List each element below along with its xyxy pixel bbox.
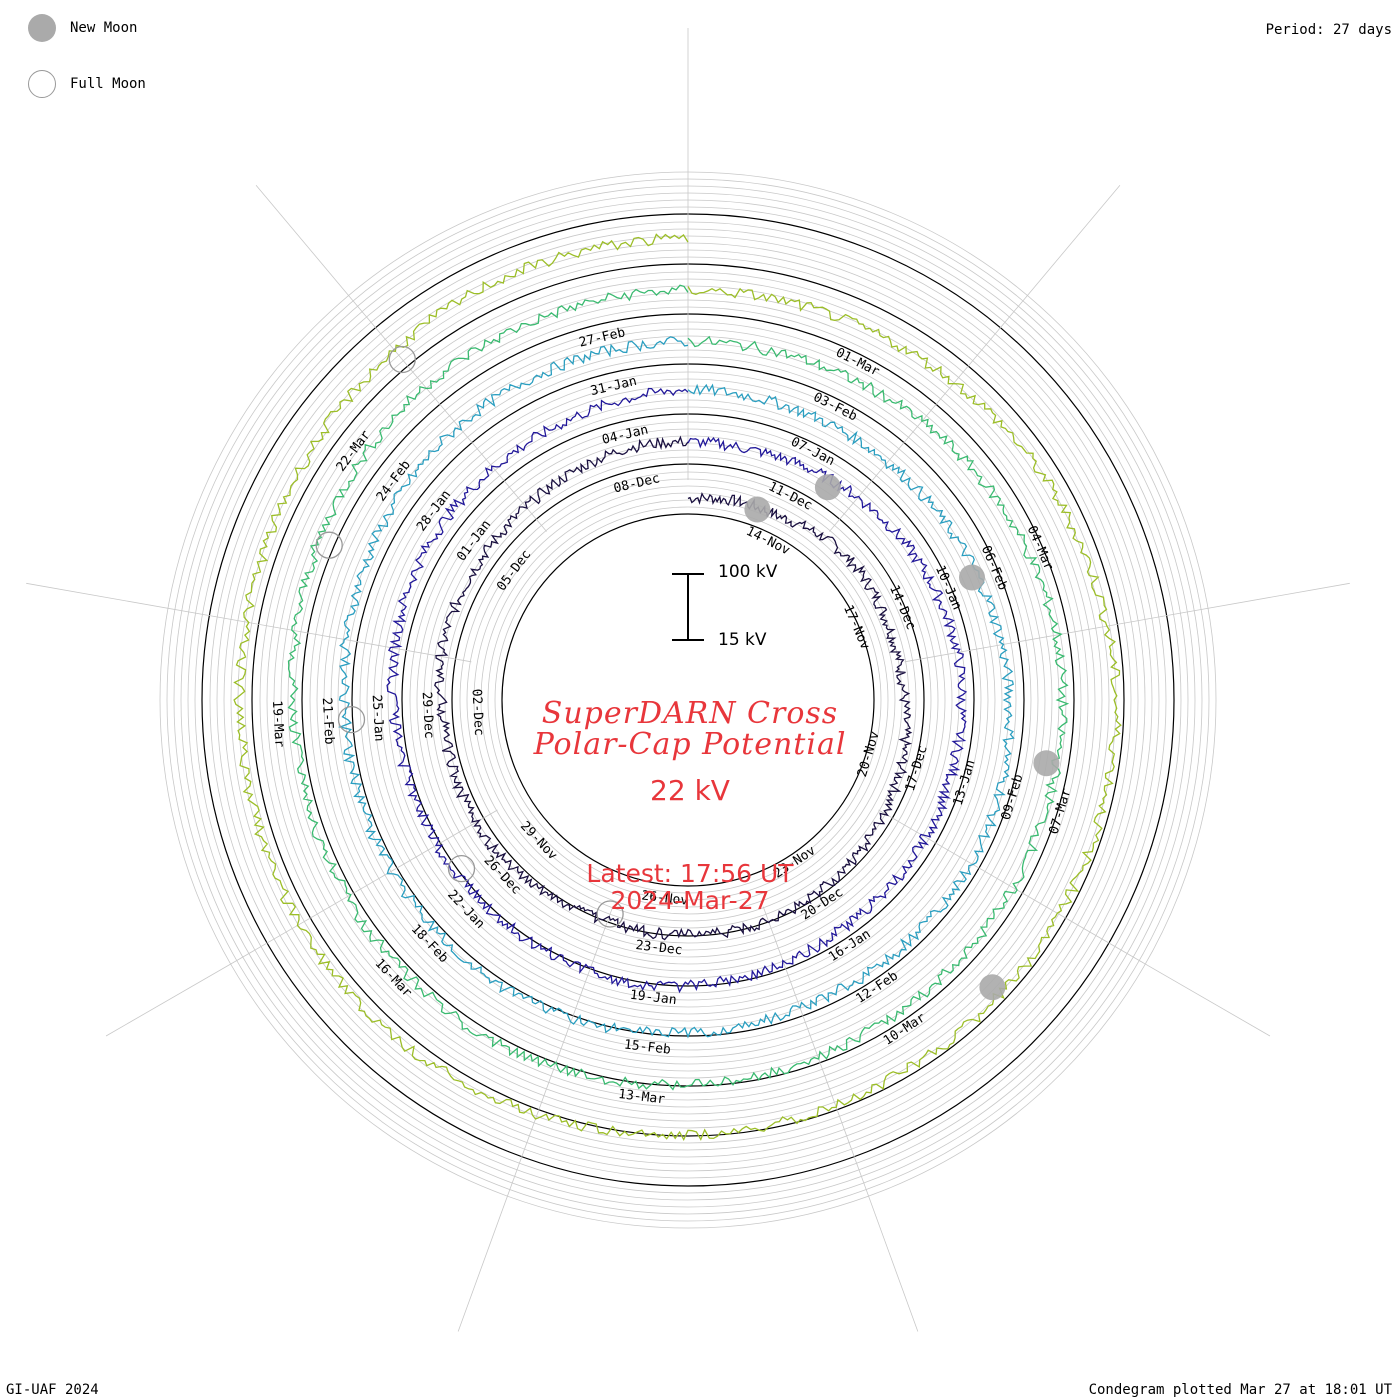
day-spoke	[255, 184, 547, 532]
grid-circle	[487, 499, 889, 901]
date-tick-label: 08-Dec	[612, 471, 661, 496]
scale-min-label: 15 kV	[718, 630, 767, 650]
date-tick-label: 14-Nov	[743, 524, 792, 559]
new-moon-marker	[814, 474, 841, 501]
date-tick-label: 18-Feb	[408, 922, 451, 967]
new-moon-marker	[1033, 750, 1060, 777]
date-tick-label: 21-Feb	[319, 697, 337, 745]
latest-time: Latest: 17:56 UT	[586, 859, 794, 888]
day-spokes	[26, 28, 1350, 1332]
new-moon-marker	[979, 974, 1006, 1001]
date-tick-label: 13-Mar	[617, 1087, 666, 1107]
date-tick-label: 19-Mar	[269, 700, 287, 748]
date-tick-label: 17-Nov	[840, 603, 872, 652]
scale-max-label: 100 kV	[718, 562, 778, 582]
baseline-circle	[501, 513, 875, 887]
date-tick-label: 31-Jan	[589, 374, 638, 399]
scale-bar	[672, 573, 704, 641]
date-tick-label: 25-Jan	[369, 694, 387, 742]
period-label: Period: 27 days	[1265, 22, 1392, 38]
day-spoke	[105, 809, 498, 1037]
chart-title: SuperDARN Cross Polar-Cap Potential 22 k…	[450, 698, 930, 807]
date-tick-label: 29-Dec	[419, 691, 437, 739]
latest-date: 2024-Mar-27	[610, 886, 770, 915]
series-ring-1	[434, 435, 913, 941]
date-tick-label: 01-Mar	[833, 345, 882, 380]
full-moon-marker	[315, 531, 343, 559]
date-tick-label: 19-Jan	[629, 988, 677, 1008]
new-moon-marker	[744, 496, 771, 523]
date-tick-label: 04-Mar	[1024, 524, 1056, 573]
date-tick-label: 16-Mar	[372, 956, 415, 1001]
current-value: 22 kV	[650, 774, 730, 807]
date-tick-label: 23-Dec	[635, 938, 683, 958]
new-moon-icon	[28, 14, 56, 42]
data-series	[233, 233, 1122, 1142]
legend-new-moon-label: New Moon	[70, 20, 138, 36]
legend-full-moon: Full Moon	[28, 70, 146, 98]
date-tick-label: 15-Feb	[623, 1037, 672, 1057]
footer-plotted: Condegram plotted Mar 27 at 18:01 UT	[1088, 1382, 1392, 1398]
series-ring-3	[337, 336, 1015, 1039]
full-moon-marker	[596, 900, 624, 928]
date-tick-label: 06-Feb	[978, 543, 1010, 592]
title-line-1: SuperDARN Cross	[541, 696, 839, 731]
full-moon-marker	[388, 345, 416, 374]
latest-update: Latest: 17:56 UT 2024-Mar-27	[450, 860, 930, 914]
day-spoke	[904, 582, 1350, 663]
date-tick-label: 07-Mar	[1047, 787, 1075, 836]
day-spoke	[762, 906, 919, 1332]
full-moon-icon	[28, 70, 56, 98]
grid-circle	[494, 506, 882, 894]
series-ring-4	[287, 284, 1070, 1091]
day-spoke	[878, 809, 1271, 1037]
legend-new-moon: New Moon	[28, 14, 137, 42]
footer-credit: GI-UAF 2024	[6, 1382, 99, 1398]
day-spoke	[829, 184, 1121, 532]
date-tick-label: 13-Jan	[951, 758, 979, 807]
full-moon-marker	[337, 705, 366, 734]
date-tick-label: 09-Feb	[999, 772, 1027, 821]
grid-circle	[480, 492, 896, 908]
full-moon-marker	[447, 854, 476, 883]
moon-markers	[315, 345, 1060, 1001]
series-ring-2	[386, 387, 968, 994]
date-tick-label: 26-Nov	[641, 888, 690, 908]
legend-full-moon-label: Full Moon	[70, 76, 146, 92]
date-tick-label: 14-Dec	[886, 583, 918, 632]
date-tick-label: 29-Nov	[517, 819, 560, 864]
new-moon-marker	[959, 564, 985, 591]
series-ring-5	[233, 233, 1122, 1142]
date-tick-label: 02-Dec	[468, 688, 486, 736]
date-tick-label: 10-Jan	[932, 563, 964, 612]
title-line-2: Polar-Cap Potential	[533, 727, 847, 762]
